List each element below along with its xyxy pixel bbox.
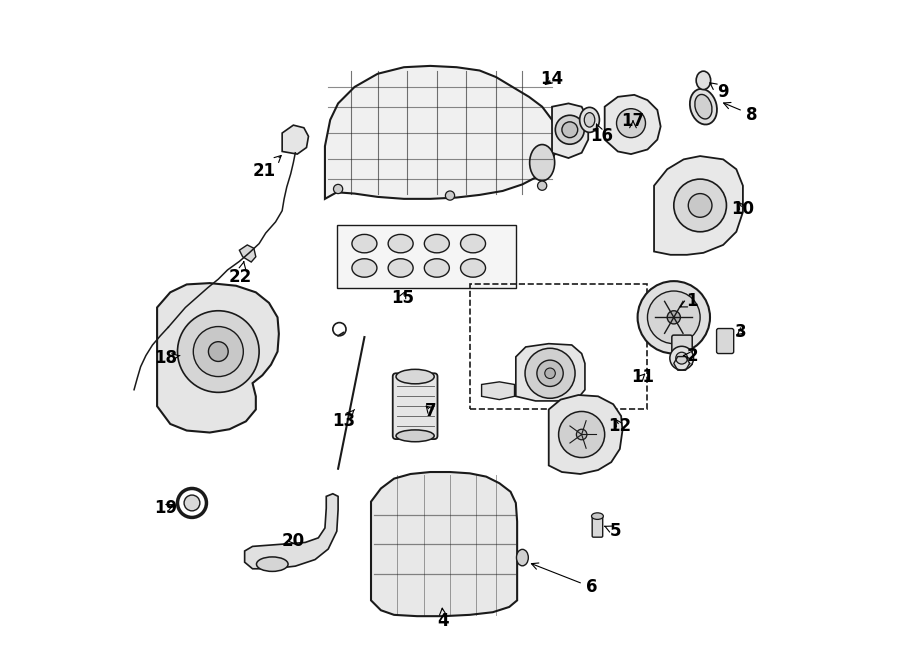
Text: 13: 13: [332, 410, 355, 430]
Circle shape: [688, 194, 712, 217]
Ellipse shape: [352, 235, 377, 253]
Text: 14: 14: [541, 70, 563, 88]
Ellipse shape: [461, 235, 485, 253]
Ellipse shape: [256, 557, 288, 571]
Polygon shape: [283, 125, 309, 154]
Circle shape: [647, 291, 700, 344]
Text: 17: 17: [621, 112, 644, 130]
Ellipse shape: [591, 513, 603, 520]
Polygon shape: [654, 156, 742, 254]
Circle shape: [194, 327, 243, 377]
Text: 2: 2: [683, 346, 698, 364]
Text: 20: 20: [282, 532, 305, 550]
Circle shape: [544, 368, 555, 379]
Ellipse shape: [697, 71, 711, 90]
Circle shape: [670, 346, 694, 370]
Text: 11: 11: [631, 368, 653, 385]
Polygon shape: [337, 225, 516, 288]
Polygon shape: [245, 494, 338, 568]
Text: 3: 3: [735, 323, 747, 341]
Polygon shape: [325, 66, 555, 199]
Text: 19: 19: [154, 499, 177, 517]
Text: 9: 9: [710, 83, 728, 101]
Circle shape: [525, 348, 575, 399]
Ellipse shape: [695, 95, 712, 119]
Ellipse shape: [424, 235, 449, 253]
Circle shape: [537, 181, 547, 190]
Text: 6: 6: [531, 563, 598, 596]
FancyBboxPatch shape: [592, 516, 603, 537]
Circle shape: [177, 311, 259, 393]
Text: 8: 8: [724, 102, 757, 124]
Text: 7: 7: [425, 402, 436, 420]
FancyBboxPatch shape: [716, 329, 734, 354]
Polygon shape: [239, 245, 256, 262]
Ellipse shape: [396, 430, 434, 442]
Circle shape: [576, 429, 587, 440]
Circle shape: [667, 311, 680, 324]
Text: 16: 16: [590, 124, 613, 145]
Circle shape: [209, 342, 229, 362]
Circle shape: [616, 108, 645, 137]
Polygon shape: [516, 344, 585, 401]
Polygon shape: [482, 382, 515, 400]
Text: 10: 10: [732, 200, 754, 217]
Text: 18: 18: [154, 349, 180, 367]
Bar: [470, 284, 647, 409]
Text: 22: 22: [230, 262, 252, 286]
Circle shape: [446, 191, 454, 200]
Polygon shape: [552, 103, 589, 158]
Circle shape: [555, 115, 584, 144]
Circle shape: [559, 411, 605, 457]
Circle shape: [537, 360, 563, 387]
Text: 5: 5: [605, 522, 622, 540]
Ellipse shape: [424, 258, 449, 277]
Circle shape: [334, 184, 343, 194]
Text: 15: 15: [392, 289, 414, 307]
Ellipse shape: [580, 107, 599, 132]
Ellipse shape: [396, 369, 434, 384]
Ellipse shape: [529, 145, 554, 180]
Text: 1: 1: [680, 292, 698, 310]
Circle shape: [562, 122, 578, 137]
Polygon shape: [371, 472, 518, 616]
Text: 4: 4: [437, 608, 449, 631]
Circle shape: [676, 352, 688, 364]
Circle shape: [637, 281, 710, 354]
Ellipse shape: [690, 89, 717, 124]
Ellipse shape: [388, 258, 413, 277]
Text: 12: 12: [608, 417, 632, 435]
Polygon shape: [549, 395, 623, 474]
FancyBboxPatch shape: [392, 373, 437, 439]
Polygon shape: [605, 95, 661, 154]
Ellipse shape: [388, 235, 413, 253]
FancyBboxPatch shape: [671, 335, 692, 366]
Ellipse shape: [517, 549, 528, 566]
Ellipse shape: [352, 258, 377, 277]
Circle shape: [184, 495, 200, 511]
Ellipse shape: [461, 258, 485, 277]
Ellipse shape: [584, 112, 595, 127]
Circle shape: [674, 179, 726, 232]
Text: 21: 21: [253, 155, 281, 180]
Polygon shape: [158, 283, 279, 432]
